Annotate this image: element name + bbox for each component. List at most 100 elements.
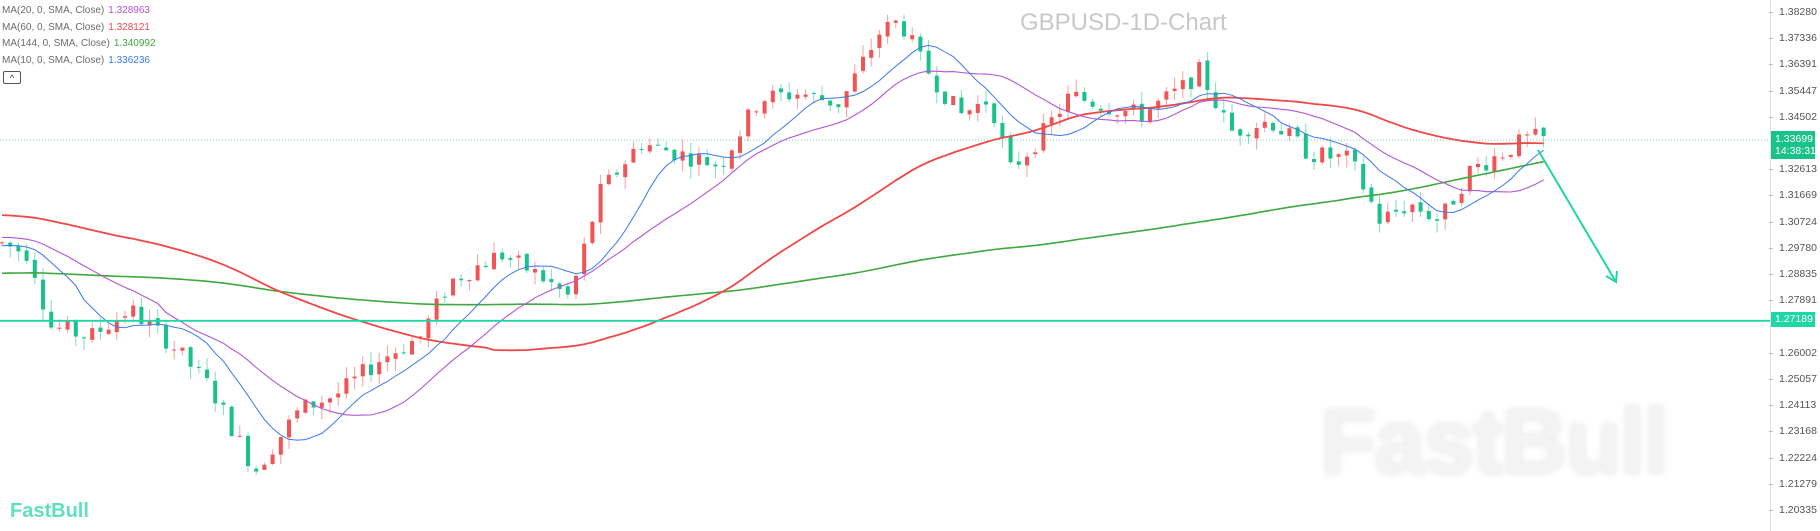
- candle-up: [1197, 62, 1202, 87]
- candle-down: [254, 468, 259, 472]
- candle-up: [1508, 154, 1513, 157]
- candle-up: [172, 349, 177, 351]
- candle-up: [869, 49, 874, 58]
- candle-up: [885, 21, 890, 37]
- candle-up: [631, 148, 636, 163]
- candle-down: [1016, 161, 1021, 165]
- candle-down: [1246, 134, 1251, 137]
- chart-title: GBPUSD-1D-Chart: [1020, 9, 1227, 36]
- candle-down: [1008, 135, 1013, 163]
- candle-down: [549, 279, 554, 283]
- candle-up: [1254, 128, 1259, 139]
- candle-up: [533, 268, 537, 273]
- candle-up: [1164, 91, 1169, 100]
- candle-down: [1221, 110, 1226, 113]
- candle-up: [795, 94, 800, 99]
- candle-down: [943, 91, 947, 104]
- legend-ma60: MA(60, 0, SMA, Close) 1.328121: [2, 20, 156, 37]
- candle-up: [287, 419, 291, 438]
- candle-up: [328, 398, 332, 403]
- candle-down: [656, 144, 660, 146]
- candle-up: [803, 94, 808, 97]
- candle-down: [459, 278, 464, 281]
- candle-up: [746, 109, 751, 137]
- legend-label: MA(20, 0, SMA, Close): [2, 5, 105, 16]
- candle-down: [541, 270, 546, 282]
- candle-down: [196, 366, 201, 368]
- candle-down: [442, 296, 447, 298]
- candle-up: [1066, 93, 1070, 112]
- ma60-line: [1, 96, 1544, 352]
- candle-down: [139, 306, 144, 325]
- candle-down: [820, 95, 824, 100]
- candle-down: [836, 104, 841, 108]
- candle-up: [1410, 204, 1415, 213]
- candle-up: [697, 154, 701, 165]
- candle-down: [787, 92, 792, 100]
- candle-up: [147, 320, 152, 326]
- candle-up: [574, 275, 578, 295]
- candle-up: [410, 341, 414, 355]
- level-price-tag: 1.27189: [1771, 312, 1815, 327]
- ma20-line: [1, 70, 1544, 416]
- ma144-line: [1, 160, 1544, 306]
- candle-down: [164, 325, 168, 349]
- candle-up: [598, 183, 603, 223]
- legend-label: MA(10, 0, SMA, Close): [2, 54, 105, 66]
- candle-up: [738, 136, 742, 153]
- axis-tick-label: 1.27891: [1769, 294, 1817, 306]
- brand-watermark: FastBull: [1320, 391, 1669, 493]
- candle-down: [1377, 203, 1382, 224]
- candle-down: [918, 36, 923, 52]
- candle-up: [1459, 193, 1464, 203]
- candle-up: [1500, 157, 1505, 159]
- candle-down: [992, 103, 997, 124]
- candle-up: [426, 318, 431, 339]
- candle-up: [319, 402, 324, 408]
- candle-down: [1451, 200, 1456, 205]
- candle-up: [467, 280, 472, 282]
- price-axis[interactable]: [1770, 0, 1820, 531]
- legend-ma10: MA(10, 0, SMA, Close) 1.336236: [2, 53, 156, 70]
- candle-up: [1041, 123, 1046, 151]
- candle-up: [1172, 88, 1177, 92]
- candle-down: [934, 75, 939, 93]
- indicator-legend: MA(20, 0, SMA, Close) 1.328963 MA(60, 0, …: [2, 3, 156, 69]
- candle-down: [902, 21, 906, 37]
- candle-up: [1533, 128, 1538, 135]
- candle-down: [8, 242, 13, 247]
- candle-down: [1353, 149, 1357, 162]
- candle-down: [1402, 211, 1407, 214]
- arrow-head-icon: [1605, 270, 1618, 284]
- candle-down: [73, 321, 78, 337]
- candle-up: [582, 243, 587, 275]
- candle-down: [557, 283, 562, 289]
- candle-up: [114, 320, 119, 333]
- candle-down: [664, 147, 669, 151]
- candle-down: [98, 327, 103, 332]
- candle-down: [984, 101, 988, 105]
- candle-down: [1361, 164, 1366, 190]
- candle-up: [278, 437, 283, 455]
- candle-down: [1426, 211, 1431, 220]
- axis-tick-label: 1.24113: [1768, 399, 1816, 411]
- candle-down: [1295, 127, 1300, 137]
- price-chart-canvas[interactable]: [0, 0, 1770, 531]
- candle-up: [1262, 121, 1267, 128]
- candle-up: [1148, 109, 1152, 123]
- candle-down: [246, 435, 250, 467]
- collapse-legend-button[interactable]: ^: [3, 71, 21, 84]
- candle-up: [1156, 100, 1161, 109]
- axis-tick-label: 1.26002: [1769, 347, 1817, 359]
- candle-down: [1189, 77, 1193, 90]
- candle-up: [1049, 117, 1054, 125]
- legend-value: 1.336236: [108, 54, 150, 66]
- legend-ma20: MA(20, 0, SMA, Close) 1.328963: [2, 3, 156, 20]
- candle-up: [861, 56, 865, 71]
- candle-up: [754, 111, 759, 113]
- candle-up: [180, 347, 185, 351]
- candle-up: [1320, 147, 1325, 163]
- candle-down: [1541, 127, 1546, 137]
- candle-up: [123, 316, 127, 318]
- axis-tick-label: 1.30724: [1769, 216, 1817, 228]
